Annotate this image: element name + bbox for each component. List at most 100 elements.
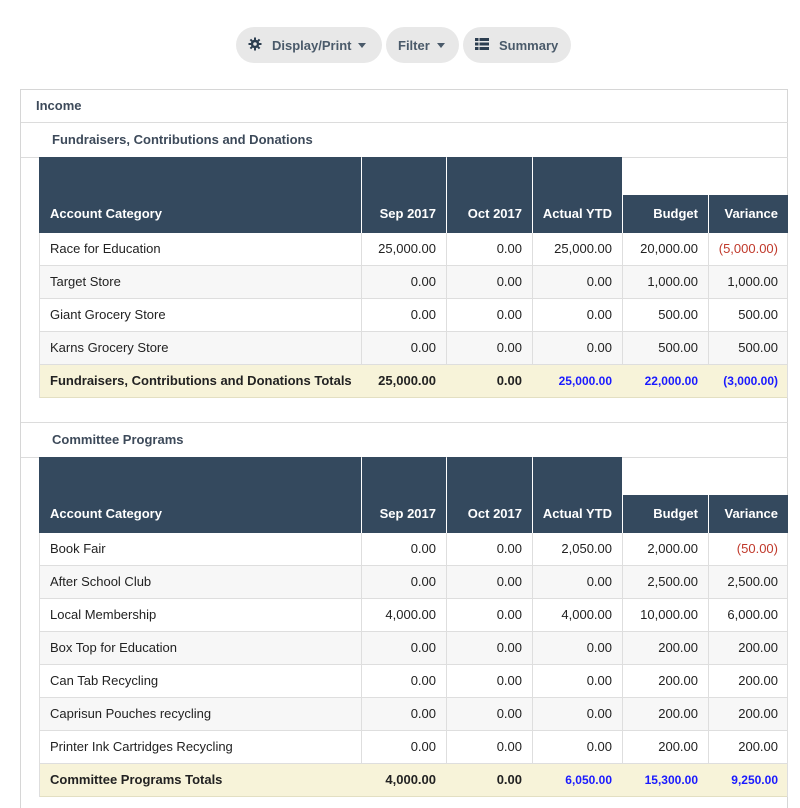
- variance-cell: (50.00): [736, 541, 778, 556]
- oct-cell: 0.00: [496, 640, 522, 655]
- sep-cell: 0.00: [410, 673, 436, 688]
- oct-cell: 0.00: [496, 307, 522, 322]
- col-header-account-category[interactable]: Account Category: [50, 206, 162, 221]
- account-category-cell: Race for Education: [50, 241, 161, 256]
- ytd-cell: 0.00: [586, 307, 612, 322]
- header-spacer: [447, 457, 532, 495]
- col-header-oct-2017[interactable]: Oct 2017: [467, 206, 522, 221]
- header-spacer: [39, 157, 361, 195]
- table-row: Karns Grocery Store 0.00 0.00 0.00 500.00 500…: [39, 332, 788, 365]
- ytd-cell: 0.00: [586, 340, 612, 355]
- col-header-actual-ytd[interactable]: Actual YTD: [542, 206, 612, 221]
- col-header-budget[interactable]: Budget: [653, 506, 698, 521]
- totals-label: Committee Programs Totals: [50, 772, 223, 787]
- display-print-button[interactable]: Display/Print: [236, 27, 382, 63]
- totals-variance-cell: 9,250.00: [731, 773, 778, 787]
- variance-cell: 200.00: [738, 673, 778, 688]
- budget-cell: 500.00: [658, 307, 698, 322]
- sep-cell: 0.00: [410, 640, 436, 655]
- oct-cell: 0.00: [496, 241, 522, 256]
- col-header-sep-2017[interactable]: Sep 2017: [379, 506, 436, 521]
- totals-oct-cell: 0.00: [496, 373, 522, 388]
- table-row: Box Top for Education 0.00 0.00 0.00 200.00 2…: [39, 632, 788, 665]
- fundraisers-table: Account Category Sep 2017 Oct 2017 Actua…: [39, 157, 788, 400]
- caret-down-icon: [358, 42, 367, 48]
- header-spacer: [362, 457, 446, 495]
- sep-cell: 4,000.00: [385, 607, 436, 622]
- oct-cell: 0.00: [496, 673, 522, 688]
- account-category-cell: Book Fair: [50, 541, 106, 556]
- totals-variance-cell: (3,000.00): [723, 374, 778, 388]
- col-header-account-category[interactable]: Account Category: [50, 506, 162, 521]
- divider: [21, 122, 788, 123]
- account-category-cell: Target Store: [50, 274, 121, 289]
- col-header-variance[interactable]: Variance: [724, 506, 779, 521]
- ytd-cell: 0.00: [586, 640, 612, 655]
- col-header-oct-2017[interactable]: Oct 2017: [467, 506, 522, 521]
- budget-cell: 2,500.00: [647, 574, 698, 589]
- oct-cell: 0.00: [496, 739, 522, 754]
- report-panel: [20, 89, 788, 808]
- budget-cell: 20,000.00: [640, 241, 698, 256]
- table-row: Race for Education 25,000.00 0.00 25,000.00…: [39, 233, 788, 266]
- table-row: Book Fair 0.00 0.00 2,050.00 2,000.00 (50.00): [39, 533, 788, 566]
- totals-sep-cell: 4,000.00: [385, 772, 436, 787]
- header-spacer: [447, 157, 532, 195]
- variance-cell: 6,000.00: [727, 607, 778, 622]
- header-spacer: [362, 157, 446, 195]
- sep-cell: 0.00: [410, 574, 436, 589]
- header-spacer: [533, 157, 622, 195]
- col-header-actual-ytd[interactable]: Actual YTD: [542, 506, 612, 521]
- group-title-fundraisers: Fundraisers, Contributions and Donations: [52, 132, 313, 147]
- account-category-cell: Can Tab Recycling: [50, 673, 159, 688]
- filter-label: Filter: [398, 37, 430, 53]
- sep-cell: 25,000.00: [378, 241, 436, 256]
- ytd-cell: 0.00: [586, 574, 612, 589]
- account-category-cell: Caprisun Pouches recycling: [50, 706, 212, 721]
- display-print-label: Display/Print: [272, 37, 352, 53]
- table-row: Giant Grocery Store 0.00 0.00 0.00 500.00 500…: [39, 299, 788, 332]
- totals-sep-cell: 25,000.00: [378, 373, 436, 388]
- gear-icon: [248, 37, 262, 54]
- budget-cell: 2,000.00: [647, 541, 698, 556]
- variance-cell: (5,000.00): [718, 241, 778, 256]
- table-row: Local Membership 4,000.00 0.00 4,000.00 10,0…: [39, 599, 788, 632]
- oct-cell: 0.00: [496, 274, 522, 289]
- totals-ytd-cell: 25,000.00: [558, 374, 612, 388]
- ytd-cell: 0.00: [586, 673, 612, 688]
- header-spacer: [533, 457, 622, 495]
- oct-cell: 0.00: [496, 541, 522, 556]
- variance-cell: 200.00: [738, 640, 778, 655]
- variance-cell: 500.00: [738, 307, 778, 322]
- variance-cell: 2,500.00: [727, 574, 778, 589]
- totals-budget-cell: 22,000.00: [644, 374, 698, 388]
- variance-cell: 200.00: [738, 706, 778, 721]
- account-category-cell: Box Top for Education: [50, 640, 177, 655]
- ytd-cell: 2,050.00: [561, 541, 612, 556]
- summary-button[interactable]: Summary: [463, 27, 571, 63]
- table-header-row: Account Category Sep 2017 Oct 2017 Actua…: [39, 495, 788, 533]
- summary-label: Summary: [499, 37, 559, 53]
- totals-label: Fundraisers, Contributions and Donations…: [50, 373, 352, 388]
- ytd-cell: 25,000.00: [554, 241, 612, 256]
- col-header-budget[interactable]: Budget: [653, 206, 698, 221]
- col-header-variance[interactable]: Variance: [724, 206, 779, 221]
- totals-oct-cell: 0.00: [496, 772, 522, 787]
- table-row: Printer Ink Cartridges Recycling 0.00 0.00…: [39, 731, 788, 764]
- col-header-sep-2017[interactable]: Sep 2017: [379, 206, 436, 221]
- ytd-cell: 0.00: [586, 706, 612, 721]
- table-row: After School Club 0.00 0.00 0.00 2,500.00 2,5…: [39, 566, 788, 599]
- filter-button[interactable]: Filter: [386, 27, 459, 63]
- variance-cell: 1,000.00: [727, 274, 778, 289]
- account-category-cell: Local Membership: [50, 607, 157, 622]
- report-toolbar: Display/Print Filter Summary: [0, 27, 800, 63]
- budget-cell: 200.00: [658, 673, 698, 688]
- sep-cell: 0.00: [410, 274, 436, 289]
- sep-cell: 0.00: [410, 739, 436, 754]
- account-category-cell: Printer Ink Cartridges Recycling: [50, 739, 233, 754]
- budget-cell: 500.00: [658, 340, 698, 355]
- header-spacer: [39, 457, 361, 495]
- oct-cell: 0.00: [496, 607, 522, 622]
- totals-row: Committee Programs Totals 4,000.00 0.00 6,0…: [39, 764, 788, 797]
- ytd-cell: 0.00: [586, 739, 612, 754]
